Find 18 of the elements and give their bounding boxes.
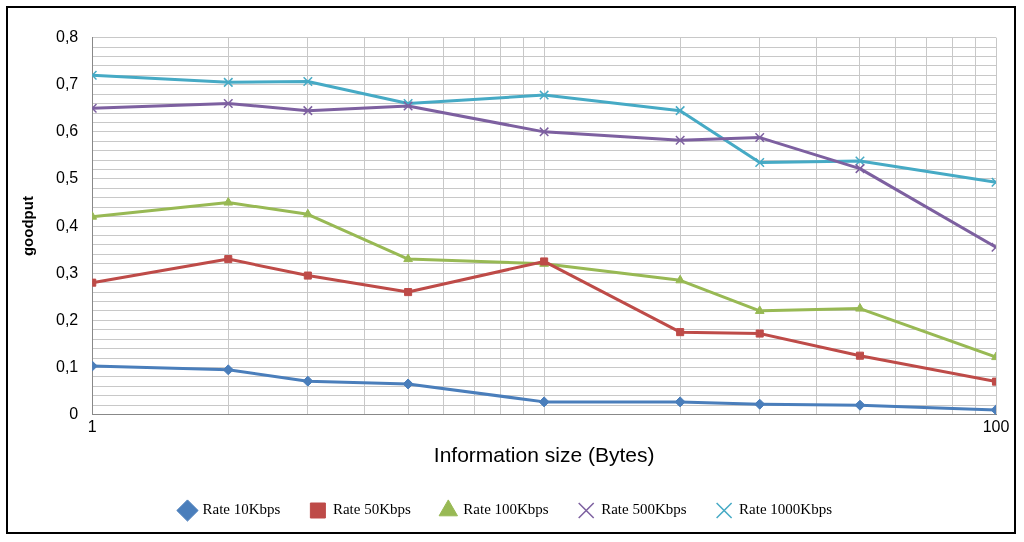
y-tick-label: 0,7 bbox=[55, 75, 79, 93]
y-tick-label: 0,2 bbox=[55, 310, 79, 328]
x-tick-label: 100 bbox=[982, 417, 1010, 435]
legend-label: Rate 500Kbps bbox=[601, 501, 687, 518]
y-axis-title: goodput bbox=[19, 196, 37, 257]
x-axis-title: Information size (Bytes) bbox=[433, 443, 655, 467]
y-tick-label: 0,6 bbox=[55, 122, 79, 140]
y-tick-label: 0,5 bbox=[55, 169, 79, 187]
legend-label: Rate 1000Kbps bbox=[739, 501, 833, 518]
y-tick-label: 0,8 bbox=[55, 28, 79, 46]
y-tick-label: 0,4 bbox=[55, 216, 79, 234]
legend-label: Rate 10Kbps bbox=[202, 501, 281, 518]
x-tick-label: 1 bbox=[87, 417, 97, 435]
y-tick-label: 0,1 bbox=[55, 357, 79, 375]
y-tick-label: 0,3 bbox=[55, 263, 79, 281]
y-tick-label: 0 bbox=[69, 405, 79, 423]
legend-label: Rate 50Kbps bbox=[332, 501, 411, 518]
legend-label: Rate 100Kbps bbox=[463, 501, 549, 518]
